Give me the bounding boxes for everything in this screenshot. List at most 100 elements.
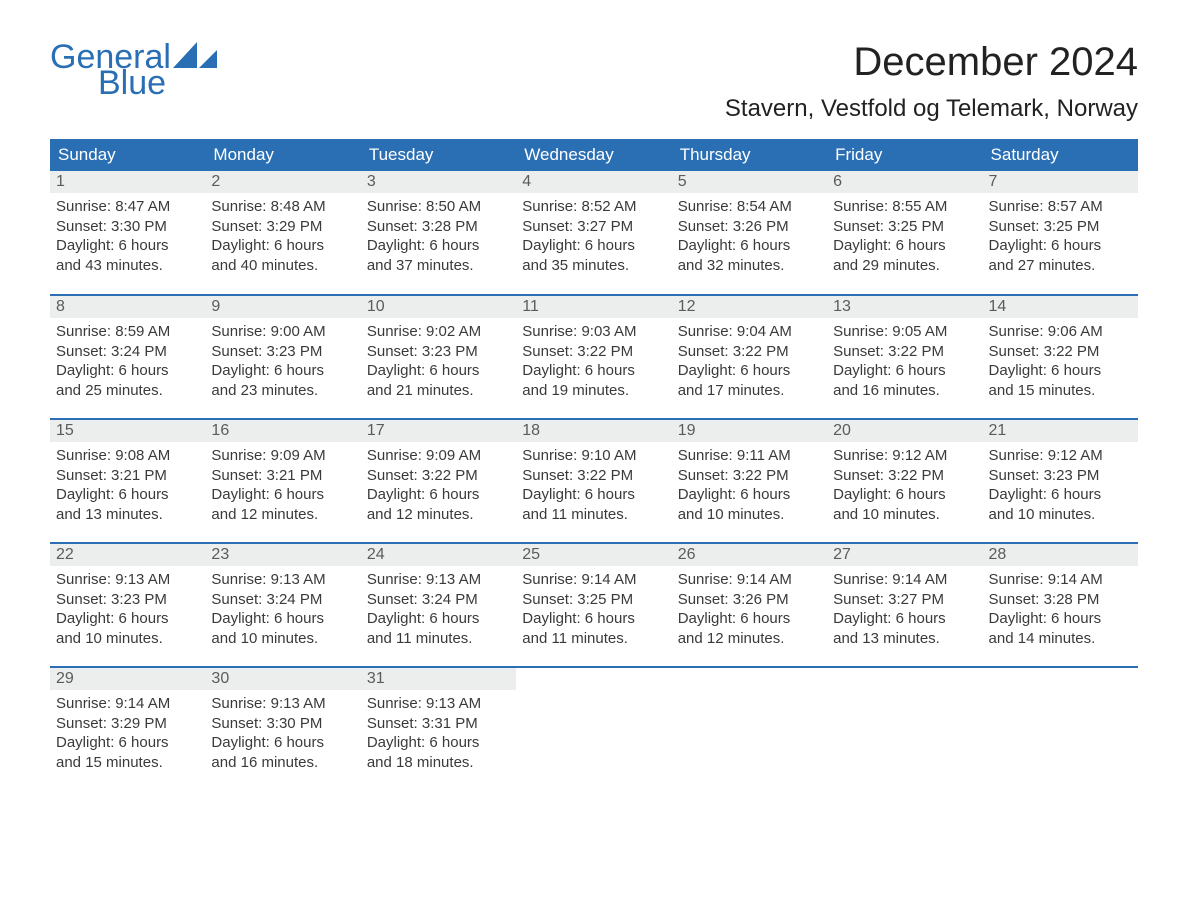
day-sunset: Sunset: 3:28 PM (989, 590, 1132, 610)
day-body: Sunrise: 9:06 AMSunset: 3:22 PMDaylight:… (983, 318, 1138, 406)
day-daylight2: and 17 minutes. (678, 381, 821, 401)
day-sunrise: Sunrise: 8:47 AM (56, 197, 199, 217)
day-sunrise: Sunrise: 9:00 AM (211, 322, 354, 342)
day-body: Sunrise: 8:47 AMSunset: 3:30 PMDaylight:… (50, 193, 205, 281)
day-sunrise: Sunrise: 9:13 AM (211, 694, 354, 714)
day-sunset: Sunset: 3:21 PM (56, 466, 199, 486)
location-text: Stavern, Vestfold og Telemark, Norway (725, 95, 1138, 123)
day-daylight2: and 40 minutes. (211, 256, 354, 276)
day-daylight2: and 12 minutes. (367, 505, 510, 525)
day-sunset: Sunset: 3:25 PM (989, 217, 1132, 237)
day-daylight1: Daylight: 6 hours (522, 236, 665, 256)
day-body: Sunrise: 9:02 AMSunset: 3:23 PMDaylight:… (361, 318, 516, 406)
day-sunrise: Sunrise: 9:14 AM (833, 570, 976, 590)
day-number: 10 (361, 296, 516, 318)
day-sunrise: Sunrise: 8:59 AM (56, 322, 199, 342)
day-number: 12 (672, 296, 827, 318)
day-sunset: Sunset: 3:21 PM (211, 466, 354, 486)
day-sunset: Sunset: 3:30 PM (211, 714, 354, 734)
day-body: Sunrise: 8:55 AMSunset: 3:25 PMDaylight:… (827, 193, 982, 281)
day-sunset: Sunset: 3:26 PM (678, 590, 821, 610)
calendar-cell: 1Sunrise: 8:47 AMSunset: 3:30 PMDaylight… (50, 171, 205, 295)
day-daylight1: Daylight: 6 hours (367, 485, 510, 505)
calendar-cell: 14Sunrise: 9:06 AMSunset: 3:22 PMDayligh… (983, 295, 1138, 419)
month-title: December 2024 (725, 40, 1138, 85)
day-sunrise: Sunrise: 9:14 AM (989, 570, 1132, 590)
weekday-header: Monday (205, 139, 360, 171)
day-sunset: Sunset: 3:30 PM (56, 217, 199, 237)
day-sunrise: Sunrise: 8:48 AM (211, 197, 354, 217)
day-daylight1: Daylight: 6 hours (211, 485, 354, 505)
day-sunset: Sunset: 3:31 PM (367, 714, 510, 734)
day-body: Sunrise: 8:59 AMSunset: 3:24 PMDaylight:… (50, 318, 205, 406)
day-sunset: Sunset: 3:23 PM (56, 590, 199, 610)
day-number: 11 (516, 296, 671, 318)
day-body: Sunrise: 9:13 AMSunset: 3:23 PMDaylight:… (50, 566, 205, 654)
day-daylight2: and 29 minutes. (833, 256, 976, 276)
day-body: Sunrise: 9:14 AMSunset: 3:28 PMDaylight:… (983, 566, 1138, 654)
calendar-table: Sunday Monday Tuesday Wednesday Thursday… (50, 139, 1138, 791)
day-body: Sunrise: 9:00 AMSunset: 3:23 PMDaylight:… (205, 318, 360, 406)
day-sunrise: Sunrise: 8:52 AM (522, 197, 665, 217)
day-sunrise: Sunrise: 9:13 AM (367, 570, 510, 590)
day-daylight1: Daylight: 6 hours (56, 236, 199, 256)
calendar-cell: 28Sunrise: 9:14 AMSunset: 3:28 PMDayligh… (983, 543, 1138, 667)
day-number: 29 (50, 668, 205, 690)
day-number: 13 (827, 296, 982, 318)
day-daylight1: Daylight: 6 hours (989, 361, 1132, 381)
calendar-week-row: 8Sunrise: 8:59 AMSunset: 3:24 PMDaylight… (50, 295, 1138, 419)
day-number: 7 (983, 171, 1138, 193)
calendar-cell: 13Sunrise: 9:05 AMSunset: 3:22 PMDayligh… (827, 295, 982, 419)
day-sunset: Sunset: 3:27 PM (833, 590, 976, 610)
day-body: Sunrise: 9:14 AMSunset: 3:25 PMDaylight:… (516, 566, 671, 654)
day-daylight2: and 12 minutes. (211, 505, 354, 525)
calendar-week-row: 15Sunrise: 9:08 AMSunset: 3:21 PMDayligh… (50, 419, 1138, 543)
day-body: Sunrise: 9:11 AMSunset: 3:22 PMDaylight:… (672, 442, 827, 530)
day-sunrise: Sunrise: 9:04 AM (678, 322, 821, 342)
day-daylight1: Daylight: 6 hours (211, 609, 354, 629)
day-sunrise: Sunrise: 9:13 AM (367, 694, 510, 714)
weekday-header-row: Sunday Monday Tuesday Wednesday Thursday… (50, 139, 1138, 171)
day-daylight2: and 23 minutes. (211, 381, 354, 401)
calendar-cell: 29Sunrise: 9:14 AMSunset: 3:29 PMDayligh… (50, 667, 205, 791)
day-body: Sunrise: 9:13 AMSunset: 3:30 PMDaylight:… (205, 690, 360, 778)
day-number: 1 (50, 171, 205, 193)
day-sunset: Sunset: 3:23 PM (989, 466, 1132, 486)
day-daylight1: Daylight: 6 hours (367, 609, 510, 629)
day-sunset: Sunset: 3:22 PM (833, 342, 976, 362)
day-daylight1: Daylight: 6 hours (367, 733, 510, 753)
day-daylight2: and 25 minutes. (56, 381, 199, 401)
day-daylight2: and 13 minutes. (833, 629, 976, 649)
day-body: Sunrise: 9:14 AMSunset: 3:26 PMDaylight:… (672, 566, 827, 654)
day-daylight1: Daylight: 6 hours (522, 609, 665, 629)
day-sunrise: Sunrise: 8:55 AM (833, 197, 976, 217)
day-sunset: Sunset: 3:25 PM (522, 590, 665, 610)
day-number: 31 (361, 668, 516, 690)
day-number: 20 (827, 420, 982, 442)
day-daylight1: Daylight: 6 hours (56, 361, 199, 381)
day-sunset: Sunset: 3:23 PM (211, 342, 354, 362)
day-sunrise: Sunrise: 8:54 AM (678, 197, 821, 217)
day-sunrise: Sunrise: 9:06 AM (989, 322, 1132, 342)
day-number: 6 (827, 171, 982, 193)
day-body: Sunrise: 9:14 AMSunset: 3:27 PMDaylight:… (827, 566, 982, 654)
calendar-cell: 16Sunrise: 9:09 AMSunset: 3:21 PMDayligh… (205, 419, 360, 543)
day-number: 4 (516, 171, 671, 193)
weekday-header: Tuesday (361, 139, 516, 171)
day-daylight2: and 16 minutes. (833, 381, 976, 401)
day-daylight2: and 16 minutes. (211, 753, 354, 773)
day-sunset: Sunset: 3:29 PM (56, 714, 199, 734)
calendar-cell (516, 667, 671, 791)
header: General Blue December 2024 Stavern, Vest… (50, 40, 1138, 123)
calendar-cell: 12Sunrise: 9:04 AMSunset: 3:22 PMDayligh… (672, 295, 827, 419)
day-number: 3 (361, 171, 516, 193)
calendar-cell: 7Sunrise: 8:57 AMSunset: 3:25 PMDaylight… (983, 171, 1138, 295)
calendar-cell: 31 Sunrise: 9:13 AMSunset: 3:31 PMDayligh… (361, 667, 516, 791)
day-daylight2: and 14 minutes. (989, 629, 1132, 649)
calendar-cell: 3Sunrise: 8:50 AMSunset: 3:28 PMDaylight… (361, 171, 516, 295)
calendar-cell: 22Sunrise: 9:13 AMSunset: 3:23 PMDayligh… (50, 543, 205, 667)
day-sunset: Sunset: 3:23 PM (367, 342, 510, 362)
day-body: Sunrise: 9:09 AMSunset: 3:22 PMDaylight:… (361, 442, 516, 530)
day-sunset: Sunset: 3:22 PM (522, 466, 665, 486)
day-sunrise: Sunrise: 8:50 AM (367, 197, 510, 217)
